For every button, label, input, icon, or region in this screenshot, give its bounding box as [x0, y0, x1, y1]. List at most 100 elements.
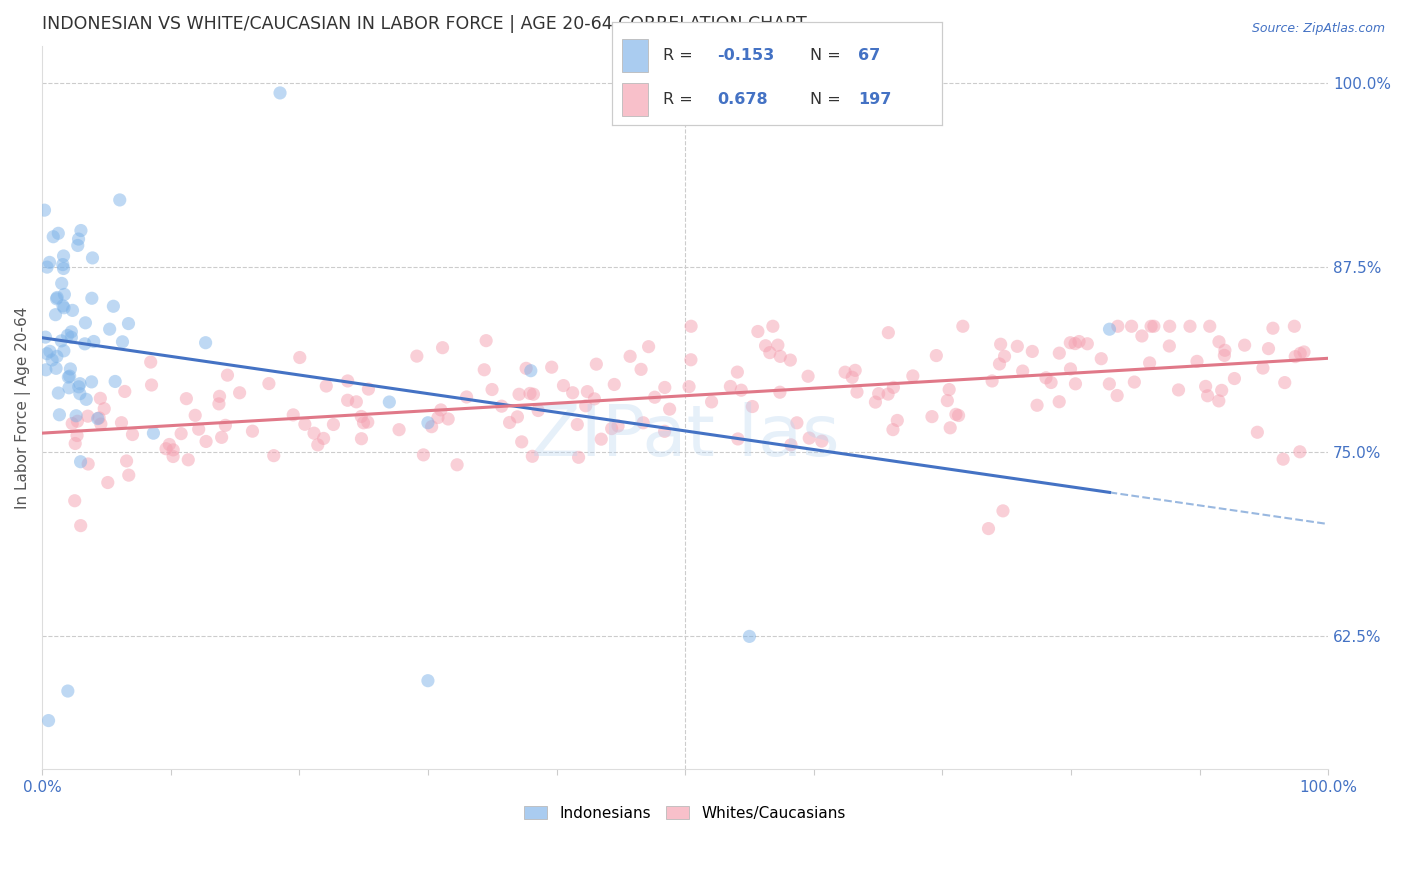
Point [977, 522, 1000, 536]
Point [176, 392, 198, 406]
Point [475, 334, 498, 348]
Point [1107, 319, 1129, 334]
Point [45, 361, 67, 376]
Point [307, 438, 329, 452]
Point [1213, 343, 1236, 358]
Point [1007, 339, 1029, 353]
Point [938, 383, 960, 397]
Point [446, 458, 468, 472]
Point [725, 365, 748, 379]
Point [155, 442, 177, 456]
Point [1208, 334, 1230, 349]
Point [718, 379, 741, 393]
Point [302, 426, 325, 441]
Point [619, 349, 641, 363]
Point [388, 423, 411, 437]
Point [82, 251, 104, 265]
Point [59, 369, 82, 384]
Point [1159, 319, 1181, 334]
Point [336, 374, 359, 388]
Point [69, 455, 91, 469]
Point [73, 336, 96, 351]
Point [1274, 376, 1296, 390]
Point [1090, 351, 1112, 366]
Point [263, 449, 285, 463]
Point [797, 369, 820, 384]
Point [762, 319, 785, 334]
Point [553, 378, 575, 392]
Point [1076, 336, 1098, 351]
Point [208, 389, 231, 403]
Point [603, 377, 626, 392]
Point [184, 409, 207, 423]
Point [1121, 319, 1143, 334]
Point [730, 383, 752, 397]
Point [1064, 336, 1087, 351]
Point [1198, 319, 1220, 334]
Point [76, 409, 98, 424]
Point [568, 450, 591, 465]
Point [948, 409, 970, 423]
Point [44, 308, 66, 322]
Point [46, 386, 69, 401]
Point [157, 437, 180, 451]
Point [34, 203, 56, 218]
Point [228, 385, 250, 400]
Point [89, 410, 111, 425]
Point [58, 370, 80, 384]
Point [90, 417, 112, 431]
Point [162, 450, 184, 464]
Point [89, 392, 111, 406]
Point [583, 392, 606, 406]
Point [575, 399, 598, 413]
Point [357, 415, 380, 429]
Point [846, 384, 869, 399]
Point [38, 714, 60, 728]
Point [52, 299, 75, 313]
Point [1257, 342, 1279, 356]
Point [799, 431, 821, 445]
Point [759, 345, 782, 359]
Point [1284, 350, 1306, 364]
Point [52, 249, 75, 263]
Point [312, 432, 335, 446]
Point [38, 255, 60, 269]
Point [925, 349, 948, 363]
Point [506, 409, 529, 424]
Point [75, 316, 97, 330]
Point [1289, 346, 1312, 360]
Point [60, 325, 83, 339]
Point [1292, 345, 1315, 359]
Point [727, 432, 749, 446]
Point [195, 434, 218, 449]
Point [1223, 371, 1246, 385]
Point [46, 291, 69, 305]
Point [80, 291, 103, 305]
Point [945, 408, 967, 422]
Point [294, 417, 316, 432]
Point [786, 416, 808, 430]
Point [56, 328, 79, 343]
Point [142, 426, 165, 441]
Point [93, 401, 115, 416]
Point [1211, 384, 1233, 398]
Point [1047, 394, 1070, 409]
Text: R =: R = [662, 92, 693, 107]
Point [60, 330, 83, 344]
Point [1197, 389, 1219, 403]
Point [59, 362, 82, 376]
Point [315, 379, 337, 393]
Point [498, 416, 520, 430]
Point [990, 337, 1012, 351]
Point [637, 340, 659, 354]
Point [63, 436, 86, 450]
Point [1130, 329, 1153, 343]
Text: Source: ZipAtlas.com: Source: ZipAtlas.com [1251, 22, 1385, 36]
Point [357, 382, 380, 396]
Point [886, 413, 908, 427]
Point [66, 428, 89, 442]
Point [901, 368, 924, 383]
Point [1035, 371, 1057, 385]
Point [515, 361, 537, 376]
Text: 197: 197 [858, 92, 891, 107]
